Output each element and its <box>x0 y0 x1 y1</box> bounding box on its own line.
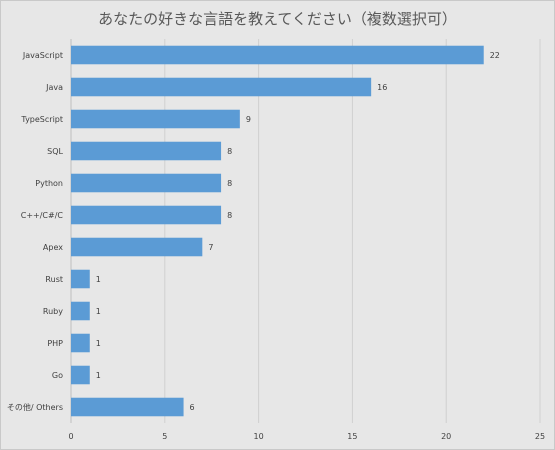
x-tick-label: 15 <box>347 432 357 441</box>
bar <box>71 141 222 161</box>
bar <box>71 77 372 97</box>
bar <box>71 109 240 129</box>
data-label: 8 <box>227 179 232 188</box>
x-tick-label: 0 <box>68 432 73 441</box>
data-label: 16 <box>377 83 387 92</box>
category-label: その他/ Others <box>7 402 63 412</box>
x-tick-label: 5 <box>162 432 167 441</box>
bar <box>71 45 484 65</box>
data-label: 8 <box>227 147 232 156</box>
bar <box>71 269 90 289</box>
bar <box>71 333 90 353</box>
data-label: 1 <box>96 371 101 380</box>
bar <box>71 237 203 257</box>
chart-title: あなたの好きな言語を教えてください（複数選択可） <box>98 10 457 28</box>
data-label: 6 <box>190 403 195 412</box>
category-label: SQL <box>47 147 63 156</box>
x-tick-label: 20 <box>441 432 451 441</box>
data-label: 7 <box>208 243 213 252</box>
category-label: C++/C#/C <box>21 211 64 220</box>
category-label: Ruby <box>43 307 63 316</box>
bar <box>71 365 90 385</box>
data-label: 22 <box>490 51 500 60</box>
category-label: PHP <box>47 339 63 348</box>
x-tick-label: 10 <box>254 432 264 441</box>
data-label: 9 <box>246 115 251 124</box>
data-label: 1 <box>96 307 101 316</box>
data-label: 1 <box>96 339 101 348</box>
category-label: Go <box>52 371 63 380</box>
category-label: Python <box>35 179 63 188</box>
bar <box>71 205 222 225</box>
bar <box>71 301 90 321</box>
bar <box>71 173 222 193</box>
category-label: TypeScript <box>20 115 63 124</box>
data-label: 1 <box>96 275 101 284</box>
x-tick-label: 25 <box>535 432 545 441</box>
category-label: Java <box>45 83 63 92</box>
category-label: JavaScript <box>22 51 63 60</box>
data-label: 8 <box>227 211 232 220</box>
category-label: Rust <box>45 275 63 284</box>
category-label: Apex <box>43 243 63 252</box>
bar <box>71 397 184 417</box>
